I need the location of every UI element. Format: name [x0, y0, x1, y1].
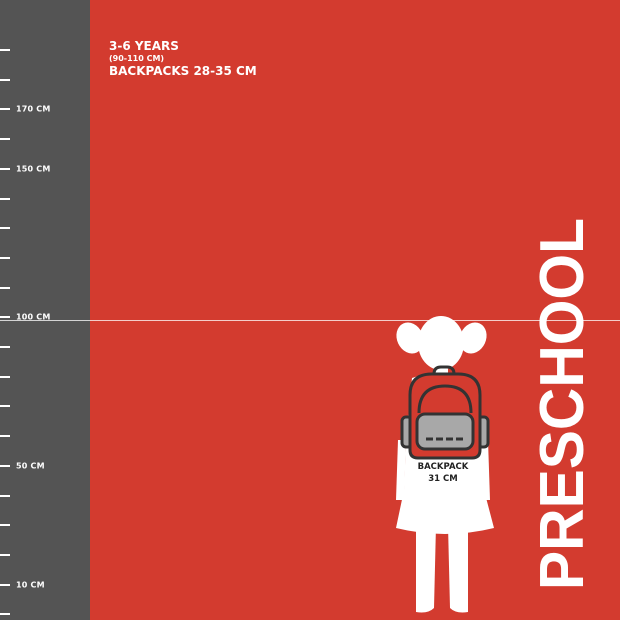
ruler-tick	[0, 375, 10, 378]
ruler-tick	[0, 464, 10, 467]
height-ruler: 170 CM 150 CM 100 CM 50 CM 10 CM	[0, 0, 90, 620]
ruler-tick	[0, 583, 10, 586]
ruler-tick	[0, 405, 10, 408]
ruler-tick-label: 100 CM	[16, 312, 51, 322]
backpack-range: BACKPACKS 28-35 CM	[109, 64, 257, 78]
ruler-tick	[0, 613, 10, 616]
category-title: PRESCHOOL	[528, 218, 597, 590]
height-marker-line	[0, 320, 620, 321]
backpack-size-label: BACKPACK 31 CM	[400, 461, 486, 485]
ruler-tick	[0, 167, 10, 170]
ruler-tick	[0, 138, 10, 141]
ruler-tick-label: 50 CM	[16, 461, 45, 471]
backpack-icon	[400, 365, 490, 460]
height-range: (90-110 CM)	[109, 54, 165, 63]
ruler-tick	[0, 435, 10, 438]
ruler-tick	[0, 227, 10, 230]
age-range: 3-6 YEARS	[109, 39, 179, 53]
age-info: 3-6 YEARS (90-110 CM) BACKPACKS 28-35 CM	[109, 39, 257, 79]
ruler-tick	[0, 197, 10, 200]
ruler-tick	[0, 494, 10, 497]
ruler-tick-label: 170 CM	[16, 104, 51, 114]
ruler-tick-label: 150 CM	[16, 164, 51, 174]
ruler-tick	[0, 108, 10, 111]
ruler-tick	[0, 553, 10, 556]
ruler-tick	[0, 49, 10, 51]
ruler-tick	[0, 346, 10, 348]
ruler-tick	[0, 286, 10, 289]
ruler-tick	[0, 256, 10, 259]
ruler-tick-label: 10 CM	[16, 580, 45, 590]
ruler-tick	[0, 78, 10, 81]
ruler-tick	[0, 316, 10, 319]
ruler-tick	[0, 524, 10, 527]
backpack-size: 31 CM	[428, 474, 458, 484]
backpack-label: BACKPACK	[417, 462, 469, 472]
